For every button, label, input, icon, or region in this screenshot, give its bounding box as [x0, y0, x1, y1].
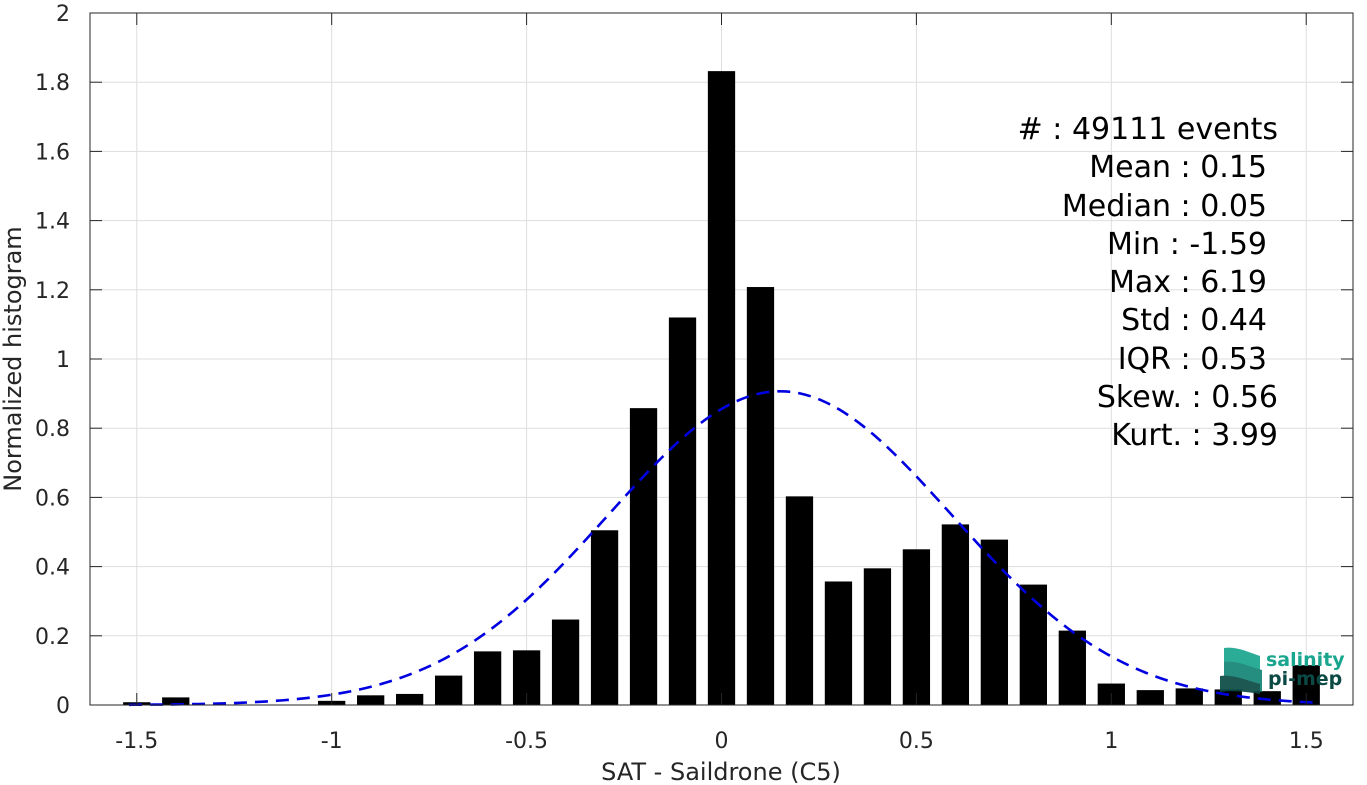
x-tick-label: -1	[321, 729, 343, 754]
histogram-bar	[824, 581, 853, 705]
gaussian-fit-curve	[128, 389, 1315, 707]
x-tick-label: 1.5	[1289, 729, 1324, 754]
histogram-bars	[123, 71, 1320, 706]
y-tick-label: 0	[56, 694, 70, 719]
y-tick-label: 2	[56, 2, 70, 27]
histogram-bar	[980, 539, 1009, 705]
y-tick-label: 0.2	[35, 625, 70, 650]
x-axis-title: SAT - Saildrone (C5)	[601, 758, 841, 785]
statistics-annotation: # : 49111 events Mean : 0.15 Median : 0.…	[1018, 112, 1278, 453]
y-tick-label: 1.8	[35, 71, 70, 96]
histogram-bar	[707, 71, 736, 706]
histogram-bar	[1253, 691, 1281, 705]
stat-max: Max : 6.19	[1109, 265, 1267, 300]
stat-iqr: IQR : 0.53	[1118, 342, 1267, 377]
y-tick-label: 0.4	[35, 556, 70, 581]
y-tick-label: 1.4	[35, 210, 70, 235]
x-tick-label: 0.5	[899, 729, 934, 754]
histogram-bar	[1058, 630, 1086, 705]
y-tick-label: 0.6	[35, 486, 70, 511]
stat-std: Std : 0.44	[1121, 303, 1267, 338]
y-tick-label: 1.2	[35, 279, 70, 304]
stat-skew: Skew. : 0.56	[1097, 380, 1278, 415]
axis-ticks	[90, 12, 1353, 706]
x-tick-label: -0.5	[505, 729, 548, 754]
histogram-bar	[551, 619, 580, 705]
stat-median: Median : 0.05	[1062, 189, 1267, 224]
y-tick-label: 1.6	[35, 140, 70, 165]
histogram-bar	[162, 697, 190, 705]
histogram-bar	[473, 651, 502, 705]
histogram-bar	[434, 675, 463, 705]
x-tick-label: -1.5	[115, 729, 158, 754]
histogram-bar	[629, 408, 658, 705]
stat-events: # : 49111 events	[1018, 112, 1278, 147]
x-tick-label: 1	[1104, 729, 1118, 754]
wave-emblem-icon	[1220, 647, 1262, 694]
histogram-bar	[1136, 690, 1164, 705]
stat-min: Min : -1.59	[1107, 227, 1267, 262]
logo-text-pi-mep: pi-mep	[1268, 668, 1342, 690]
y-tick-label: 1	[56, 348, 70, 373]
y-tick-label: 0.8	[35, 417, 70, 442]
histogram-bar	[396, 693, 424, 705]
histogram-bar	[357, 695, 385, 705]
histogram-bar	[746, 287, 775, 705]
histogram-bar	[668, 317, 697, 705]
histogram-bar	[902, 549, 931, 705]
histogram-bar	[785, 496, 814, 705]
histogram-bar	[590, 530, 619, 705]
y-axis-title: Normalized histogram	[0, 226, 27, 491]
stat-mean: Mean : 0.15	[1089, 150, 1267, 185]
salinity-pi-mep-logo: salinity pi-mep	[1220, 647, 1345, 694]
histogram-bar	[1175, 688, 1203, 705]
x-tick-label: 0	[715, 729, 729, 754]
stat-kurt: Kurt. : 3.99	[1111, 418, 1278, 453]
axis-tick-labels: -1.5 -1 -0.5 0 0.5 1 1.5 0 0.2 0.4 0.6 0.8 1 1.2 1.4 1.…	[35, 2, 1324, 754]
histogram-bar	[863, 568, 892, 705]
histogram-bar	[1019, 584, 1047, 705]
histogram-bar	[941, 524, 970, 705]
logo-text-salinity: salinity	[1266, 649, 1345, 671]
